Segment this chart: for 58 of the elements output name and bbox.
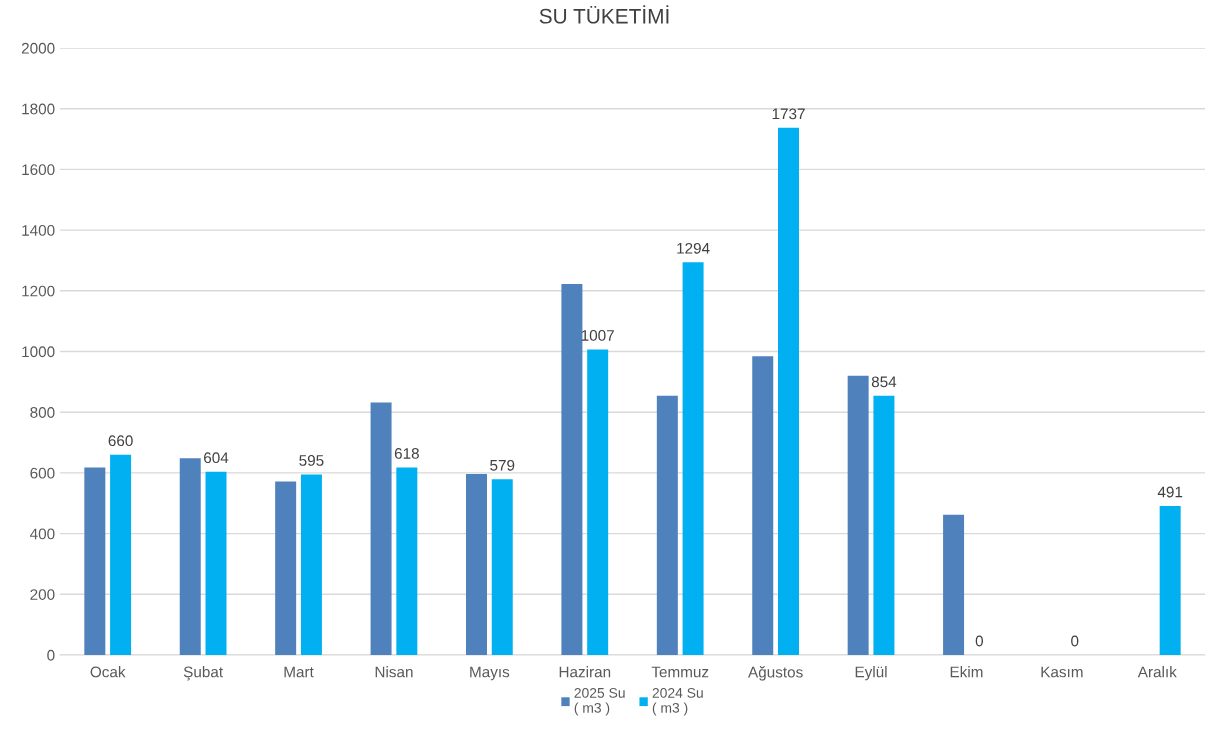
x-tick-label: Mart (284, 666, 314, 678)
bar (179, 458, 201, 655)
bar (84, 467, 106, 655)
y-tick-label: 600 (30, 467, 55, 479)
data-label: 1294 (677, 242, 710, 254)
y-tick-label: 1800 (22, 103, 55, 115)
bar (752, 356, 774, 655)
data-label: 579 (490, 459, 515, 471)
bar (275, 481, 297, 655)
y-tick-label: 2000 (21, 42, 55, 54)
bar (466, 474, 487, 655)
y-tick-label: 1200 (22, 285, 55, 297)
x-tick-label: Ağustos (748, 666, 803, 681)
x-tick-label: Şubat (183, 666, 223, 681)
y-tick-label: 0 (47, 649, 55, 661)
legend-label: 2024 Su ( m3 ) (652, 687, 703, 716)
x-tick-label: Temmuz (651, 666, 709, 678)
data-label: 854 (871, 376, 897, 388)
x-tick-label: Kasım (1041, 666, 1083, 678)
legend-label: 2025 Su ( m3 ) (574, 687, 625, 716)
bar (370, 402, 392, 655)
bar (873, 395, 895, 655)
data-label: 0 (975, 635, 983, 647)
bar (847, 375, 869, 655)
bar (491, 479, 513, 655)
data-label: 604 (204, 452, 229, 464)
y-tick-label: 1000 (22, 346, 55, 358)
y-tick-label: 400 (30, 528, 55, 540)
x-tick-label: Haziran (559, 666, 611, 678)
bar (300, 474, 322, 655)
bar (778, 127, 799, 655)
chart-title: SU TÜKETİMİ (539, 5, 669, 24)
bar (205, 471, 227, 655)
x-tick-label: Aralık (1137, 666, 1177, 678)
bar (943, 514, 965, 655)
data-label: 491 (1157, 486, 1183, 498)
data-label: 1737 (772, 108, 805, 120)
x-tick-label: Eylül (855, 666, 887, 681)
y-tick-label: 200 (30, 589, 55, 600)
x-tick-label: Mayıs (470, 666, 510, 681)
bar (396, 467, 418, 655)
bar (682, 262, 704, 655)
y-tick-label: 1600 (22, 164, 55, 176)
data-label: 1007 (581, 329, 614, 341)
bar (110, 454, 132, 655)
data-label: 618 (394, 448, 419, 459)
data-label: 660 (108, 435, 133, 447)
x-tick-label: Ekim (950, 666, 983, 678)
y-tick-label: 1400 (22, 224, 55, 236)
data-label: 595 (299, 455, 324, 466)
x-tick-label: Ocak (90, 666, 126, 678)
y-tick-label: 800 (30, 407, 55, 418)
bar (587, 349, 609, 655)
bar (561, 284, 583, 655)
data-label: 0 (1071, 635, 1079, 647)
bar (1159, 505, 1181, 655)
x-tick-label: Nisan (375, 666, 413, 678)
bar (656, 395, 678, 655)
